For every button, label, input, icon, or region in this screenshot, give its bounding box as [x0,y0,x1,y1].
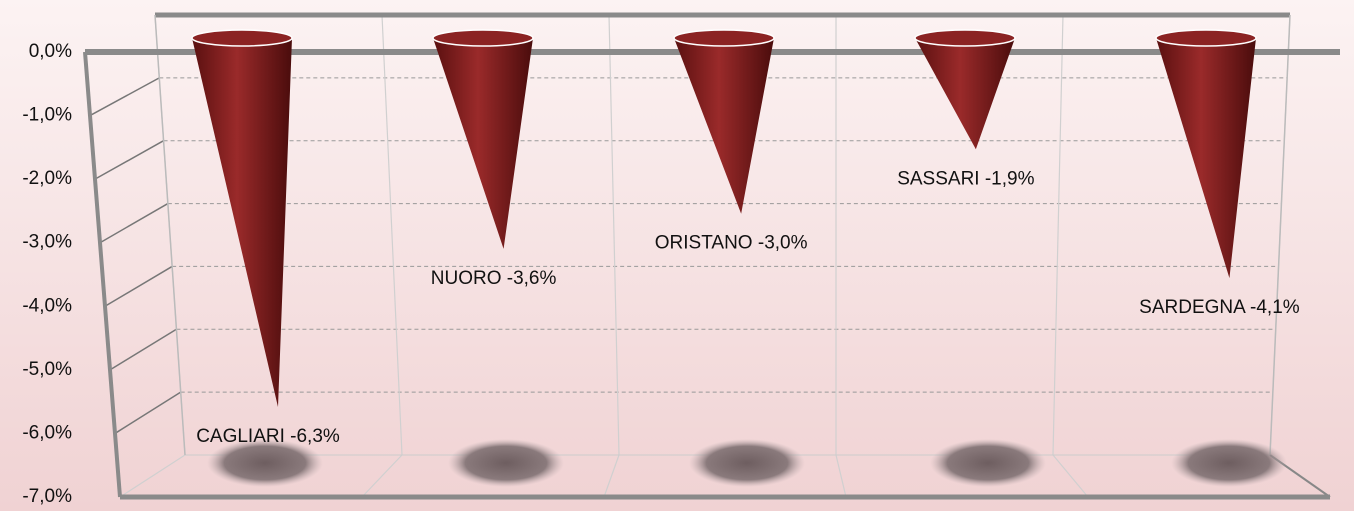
floor-line [835,454,847,498]
data-label: SARDEGNA -4,1% [1139,297,1300,318]
cone [192,38,292,407]
data-label: CAGLIARI -6,3% [196,426,340,447]
cone-top [432,29,534,47]
y-tick-label: -5,0% [22,359,72,380]
divider [1052,14,1064,456]
side-grid-line [114,391,182,435]
back-right [1269,14,1291,456]
cone [1156,38,1256,279]
y-tick-label: -7,0% [22,486,72,507]
divider [381,14,403,456]
cone-shadow [448,439,564,487]
side-grid-line [89,77,160,117]
cone-shadow [207,439,323,487]
left-axis [83,51,122,498]
y-tick-label: 0,0% [29,41,72,62]
cone-top [1155,29,1257,47]
cone [915,38,1015,150]
side-grid-line [99,202,169,244]
side-grid-line [104,265,173,307]
floor-line [361,454,403,498]
divider [608,14,620,456]
plot: 0,0% -1,0% -2,0% -3,0% -4,0% -5,0% -6,0% -7,0% C… [22,12,1340,507]
cone [674,38,774,214]
side-grid-line [109,328,177,371]
floor-line [603,454,620,498]
y-tick-label: -2,0% [22,168,72,189]
cone-top [673,29,775,47]
cone-shadow [689,439,805,487]
data-label: NUORO -3,6% [431,268,557,289]
cone-shadow [930,439,1046,487]
cone-top [914,29,1016,47]
floor-line [119,454,186,498]
side-grid-line [94,140,164,180]
y-tick-label: -1,0% [22,105,72,126]
data-label: ORISTANO -3,0% [655,233,808,254]
cone-shadow [1171,439,1287,487]
y-tick-label: -3,0% [22,232,72,253]
cone-top [191,29,293,47]
floor-line [1052,454,1089,498]
data-label: SASSARI -1,9% [897,168,1034,189]
cone [433,38,533,249]
back-left [154,14,186,456]
y-tick-label: -4,0% [22,295,72,316]
y-tick-label: -6,0% [22,422,72,443]
